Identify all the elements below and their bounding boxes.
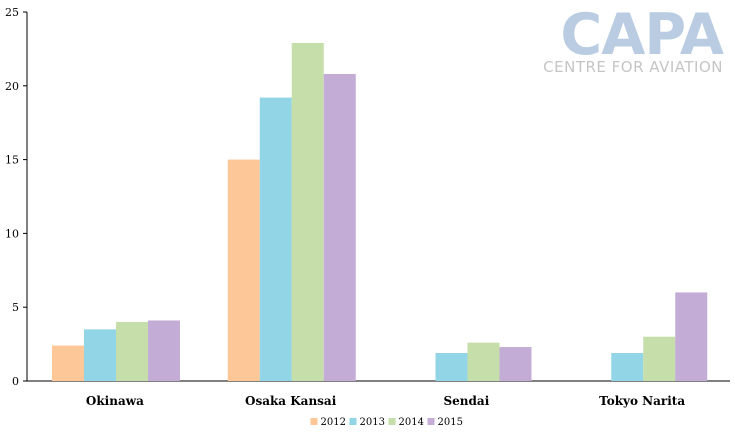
y-tick-label: 10 xyxy=(5,227,19,240)
y-tick-label: 25 xyxy=(5,6,19,19)
legend-label-2013: 2013 xyxy=(360,417,385,428)
bar-2015-osaka-kansai xyxy=(323,73,356,381)
bar-2014-sendai xyxy=(467,342,500,381)
x-category-label: Tokyo Narita xyxy=(599,394,685,408)
legend-swatch-2012 xyxy=(310,418,318,425)
legend: 2012 2013 2014 2015 xyxy=(310,417,463,428)
legend-label-2014: 2014 xyxy=(399,417,424,428)
y-tick-label: 5 xyxy=(12,301,19,314)
bar-2015-okinawa xyxy=(148,320,180,381)
bar-2013-okinawa xyxy=(84,329,116,381)
x-category-label: Okinawa xyxy=(86,394,144,408)
bar-2013-tokyo-narita xyxy=(611,352,644,381)
bar-2015-sendai xyxy=(499,347,532,381)
plot-area: 0 5 10 15 20 25 Okinawa Osaka Kansai Sendai Tokyo… xyxy=(5,6,730,408)
legend-swatch-2013 xyxy=(349,418,357,425)
bar-2012-osaka-kansai xyxy=(227,159,260,381)
bar-2014-tokyo-narita xyxy=(643,336,676,381)
y-tick-label: 20 xyxy=(5,80,19,93)
legend-label-2015: 2015 xyxy=(438,417,463,428)
bar-2013-sendai xyxy=(435,352,468,381)
bar-2014-okinawa xyxy=(116,321,148,381)
legend-swatch-2014 xyxy=(388,418,396,425)
capa-logo: CAPA CENTRE FOR AVIATION xyxy=(543,2,725,76)
y-tick-label: 0 xyxy=(12,375,19,388)
legend-swatch-2015 xyxy=(427,418,435,425)
bar-2012-okinawa xyxy=(52,345,84,381)
logo-subtitle-text: CENTRE FOR AVIATION xyxy=(543,58,723,76)
bar-2014-osaka-kansai xyxy=(291,42,324,381)
bar-2013-osaka-kansai xyxy=(259,97,292,381)
logo-main-text: CAPA xyxy=(560,2,723,68)
y-tick-label: 15 xyxy=(5,154,19,167)
x-category-label: Osaka Kansai xyxy=(245,394,337,408)
legend-label-2012: 2012 xyxy=(321,417,346,428)
bar-2015-tokyo-narita xyxy=(675,292,708,381)
x-category-label: Sendai xyxy=(444,394,490,408)
